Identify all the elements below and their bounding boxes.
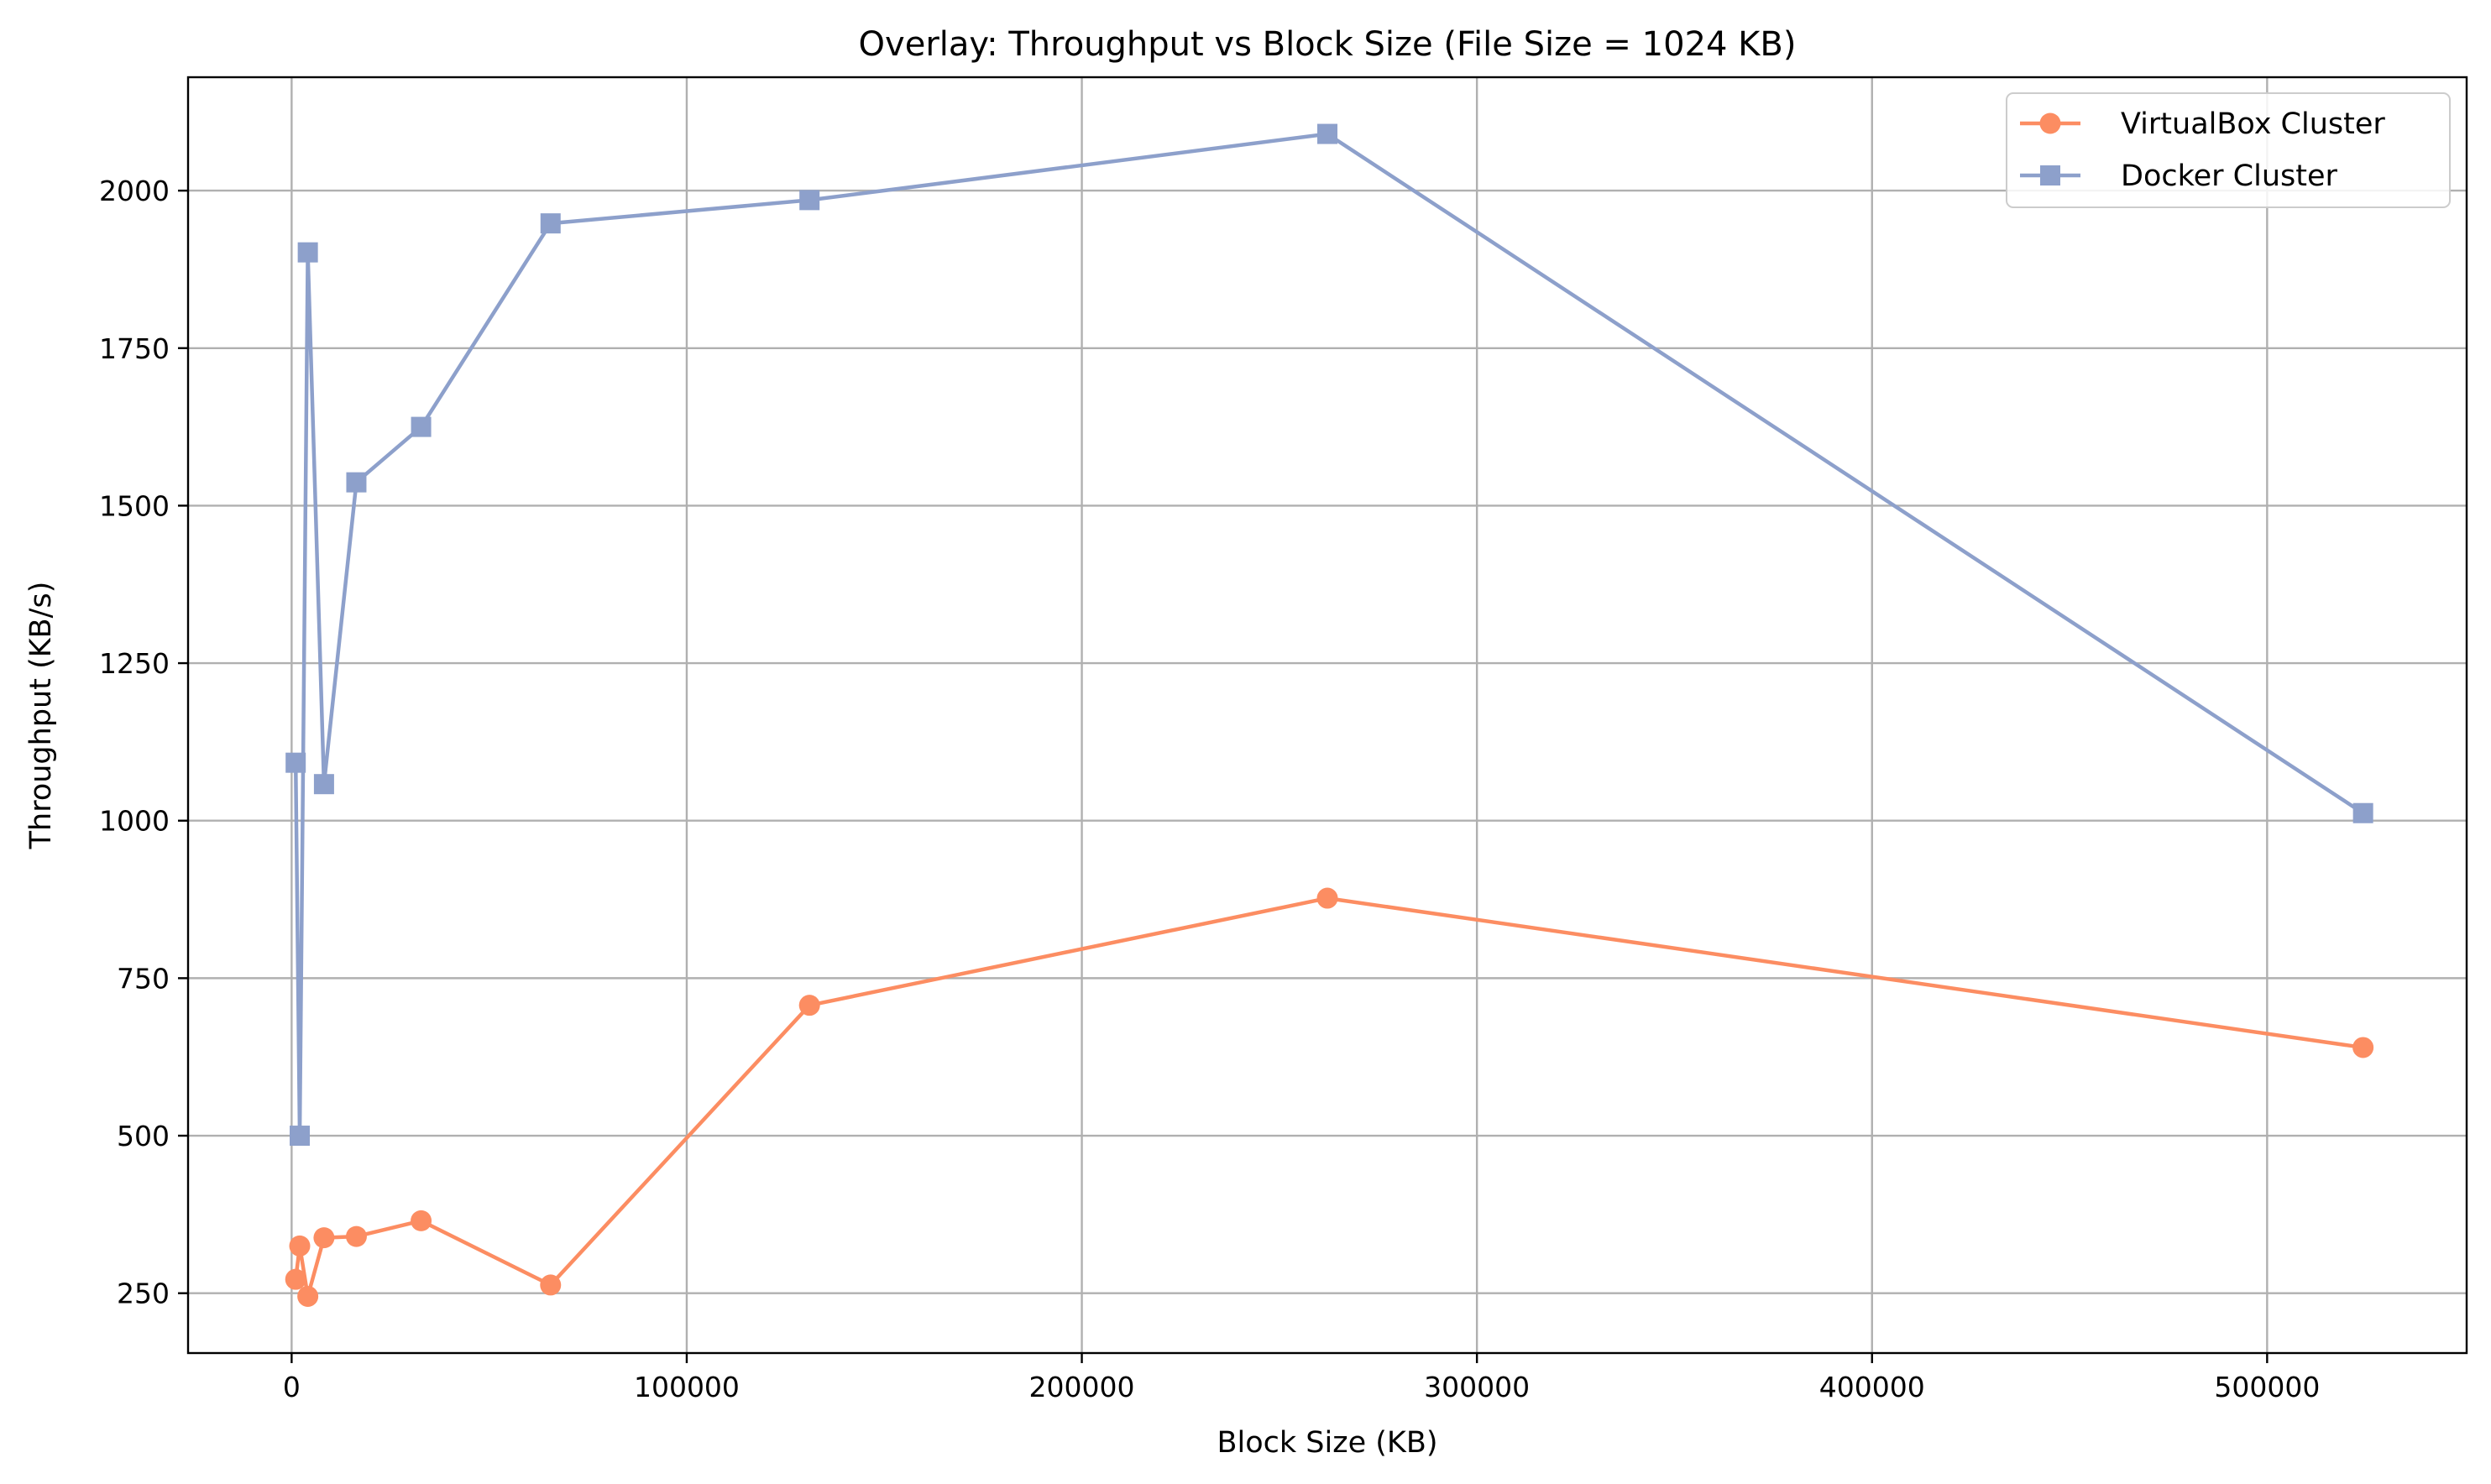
series-line: [293, 896, 2363, 1298]
data-point: [313, 774, 334, 795]
data-point: [297, 242, 318, 263]
y-tick-label: 250: [117, 1278, 170, 1310]
x-tick-label: 300000: [1424, 1371, 1530, 1403]
data-point: [1317, 123, 1337, 144]
data-point: [289, 1126, 310, 1147]
x-axis-label: Block Size (KB): [1217, 1426, 1437, 1460]
chart-title: Overlay: Throughput vs Block Size (File …: [859, 25, 1797, 64]
y-tick-label: 1750: [99, 332, 170, 365]
data-point: [297, 1285, 319, 1307]
data-point: [289, 1235, 311, 1257]
series-line: [293, 132, 2364, 1138]
y-tick-label: 750: [117, 962, 170, 995]
y-tick-label: 1000: [99, 805, 170, 838]
series-layer: [285, 123, 2374, 1307]
data-point: [540, 1274, 562, 1296]
plot-frame: [186, 76, 2468, 1355]
data-point: [313, 1227, 335, 1249]
series-1: [285, 887, 2374, 1307]
data-point: [2352, 1037, 2374, 1058]
y-tick-label: 1500: [99, 489, 170, 522]
legend-label: Docker Cluster: [2121, 159, 2338, 193]
x-tick-label: 400000: [1819, 1371, 1925, 1403]
data-point: [346, 472, 367, 493]
data-point: [798, 995, 820, 1016]
data-point: [285, 752, 306, 773]
data-point: [2352, 802, 2373, 823]
data-point: [411, 1210, 432, 1231]
legend-label: VirtualBox Cluster: [2121, 107, 2385, 141]
y-tick-label: 2000: [99, 175, 170, 207]
data-point: [540, 213, 561, 234]
legend: VirtualBox Cluster Docker Cluster: [2006, 92, 2451, 208]
y-tick-label: 1250: [99, 647, 170, 680]
data-point: [411, 416, 432, 437]
y-axis-label: Throughput (KB/s): [24, 582, 58, 850]
x-tick-label: 100000: [634, 1371, 740, 1403]
legend-box: [2006, 92, 2451, 208]
legend-item: Docker Cluster: [2020, 159, 2338, 193]
x-tick-label: 500000: [2214, 1371, 2320, 1403]
data-point: [345, 1225, 367, 1247]
data-point: [799, 190, 820, 211]
x-tick-label: 200000: [1029, 1371, 1135, 1403]
data-point: [1316, 887, 1338, 909]
data-point: [285, 1268, 306, 1290]
y-tick-label: 500: [117, 1120, 170, 1152]
series-2: [285, 123, 2373, 1147]
ticks: 0 100000 200000 300000 400000 500000 250 500 750…: [99, 175, 2320, 1403]
legend-marker: [2040, 165, 2060, 186]
x-tick-label: 0: [283, 1371, 301, 1403]
legend-marker: [2039, 112, 2061, 134]
legend-item: VirtualBox Cluster: [2020, 107, 2385, 141]
